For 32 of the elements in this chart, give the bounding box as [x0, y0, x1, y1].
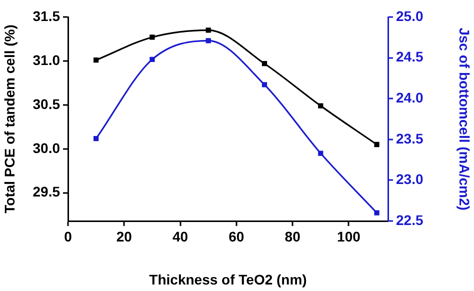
y-tick-label: 29.5 — [32, 184, 60, 200]
point — [318, 150, 324, 156]
y-tick-label: 31.5 — [32, 8, 60, 24]
y2-axis-title: Jsc of bottomcell (mA/cm2) — [456, 28, 473, 210]
x-tick-label: 20 — [116, 228, 132, 244]
point — [262, 82, 268, 88]
point — [150, 56, 155, 62]
y-axis-title: Total PCE of tandem cell (%) — [1, 24, 18, 214]
x-tick-label: 60 — [228, 228, 244, 244]
y2-tick-label: 22.5 — [396, 212, 424, 228]
y-tick-label: 30.0 — [32, 140, 60, 156]
x-tick-label: 0 — [64, 228, 72, 244]
y2-tick-label: 25.0 — [396, 8, 424, 24]
y2-tick-label: 24.0 — [396, 89, 424, 106]
point — [374, 142, 380, 148]
y-tick-label: 30.5 — [32, 96, 60, 112]
x-tick-label: 40 — [172, 228, 188, 244]
y2-tick-label: 23.0 — [396, 171, 424, 188]
y2-tick-label: 24.5 — [396, 48, 424, 65]
point — [206, 38, 211, 44]
point — [374, 210, 380, 216]
point — [206, 28, 211, 33]
y2-tick-label: 23.5 — [396, 130, 424, 146]
x-tick-label: 100 — [337, 228, 361, 244]
point — [150, 34, 155, 40]
point — [94, 136, 99, 142]
x-axis-title: Thickness of TeO2 (nm) — [149, 271, 307, 288]
y-tick-label: 31.0 — [32, 52, 60, 68]
point — [262, 61, 268, 66]
point — [94, 58, 99, 63]
point — [318, 103, 324, 108]
x-tick-label: 80 — [284, 228, 301, 244]
